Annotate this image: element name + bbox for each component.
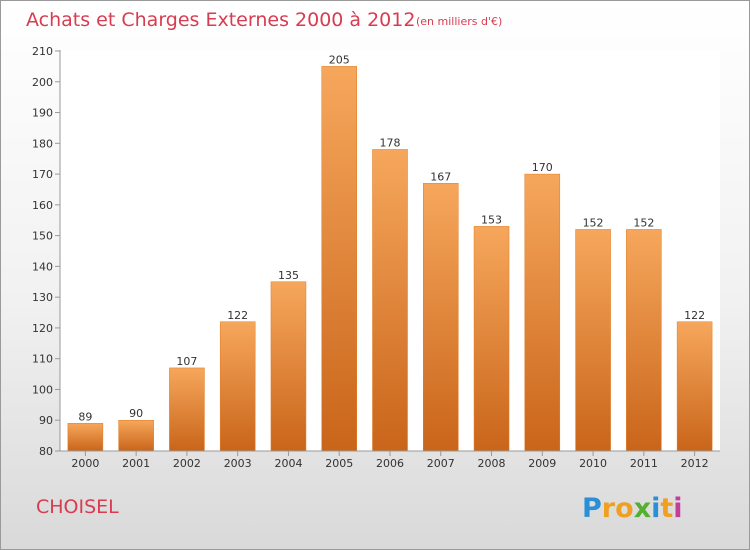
x-tick-label: 2002 xyxy=(173,457,201,470)
logo-letter: P xyxy=(582,493,602,524)
data-label: 122 xyxy=(227,309,248,322)
x-tick-label: 2009 xyxy=(528,457,556,470)
data-label: 178 xyxy=(380,136,401,149)
data-label: 167 xyxy=(430,170,451,183)
y-tick-label: 210 xyxy=(32,45,53,58)
bar xyxy=(372,149,408,452)
data-label: 153 xyxy=(481,213,502,226)
logo-letter: i xyxy=(651,493,660,524)
y-tick-label: 170 xyxy=(32,168,53,181)
bar xyxy=(423,183,459,452)
y-tick-label: 150 xyxy=(32,230,53,243)
logo-letter: o xyxy=(615,493,634,524)
x-tick-label: 2003 xyxy=(224,457,252,470)
logo-letter: x xyxy=(634,493,651,524)
data-label: 205 xyxy=(329,53,350,66)
y-tick-label: 200 xyxy=(32,76,53,89)
y-tick-label: 180 xyxy=(32,137,53,150)
bar xyxy=(321,66,357,452)
y-tick-label: 190 xyxy=(32,107,53,120)
data-label: 122 xyxy=(684,309,705,322)
chart-title: Achats et Charges Externes 2000 à 2012 xyxy=(26,9,415,31)
x-tick-label: 2004 xyxy=(274,457,302,470)
x-tick-label: 2012 xyxy=(681,457,709,470)
logo-letter: t xyxy=(660,493,673,524)
data-label: 89 xyxy=(78,410,92,423)
data-label: 135 xyxy=(278,269,299,282)
bar xyxy=(270,281,307,452)
bar xyxy=(575,229,611,452)
bar xyxy=(169,367,205,452)
bar xyxy=(67,423,104,452)
x-tick-label: 2005 xyxy=(325,457,353,470)
bar xyxy=(118,419,154,452)
logo-letter: r xyxy=(602,493,616,524)
bar xyxy=(626,229,662,452)
place-name: CHOISEL xyxy=(36,496,119,518)
x-axis: 2000 2001 2002 2003 2004 2005 2006 2007 2008 2009… xyxy=(71,451,709,470)
proxiti-logo: Proxiti xyxy=(582,493,683,524)
x-tick-label: 2001 xyxy=(122,457,150,470)
x-tick-label: 2010 xyxy=(579,457,607,470)
x-tick-label: 2008 xyxy=(478,457,506,470)
data-label: 90 xyxy=(129,407,143,420)
data-label: 152 xyxy=(633,216,654,229)
data-label: 170 xyxy=(532,161,553,174)
y-tick-label: 90 xyxy=(39,414,53,427)
x-tick-label: 2006 xyxy=(376,457,404,470)
y-tick-label: 110 xyxy=(32,353,53,366)
y-tick-label: 130 xyxy=(32,291,53,304)
logo-letter: i xyxy=(673,493,682,524)
bar xyxy=(219,321,256,452)
y-tick-label: 120 xyxy=(32,322,53,335)
data-label: 152 xyxy=(583,216,604,229)
y-tick-label: 80 xyxy=(39,445,53,458)
x-tick-label: 2011 xyxy=(630,457,658,470)
bar xyxy=(473,226,510,452)
chart-subtitle: (en milliers d'€) xyxy=(416,15,502,28)
data-label: 107 xyxy=(176,355,197,368)
y-tick-label: 160 xyxy=(32,199,53,212)
x-tick-label: 2007 xyxy=(427,457,455,470)
y-tick-label: 100 xyxy=(32,383,53,396)
y-axis: 80 90 100 110 120 130 140 150 160 170 180 190 200 210 xyxy=(32,45,60,458)
bar xyxy=(676,321,713,452)
bar xyxy=(524,173,561,452)
x-tick-label: 2000 xyxy=(71,457,99,470)
y-tick-label: 140 xyxy=(32,260,53,273)
bars-group: 89 90 107 122 135 205 178 167 153 170 152 152 122 xyxy=(67,53,713,452)
